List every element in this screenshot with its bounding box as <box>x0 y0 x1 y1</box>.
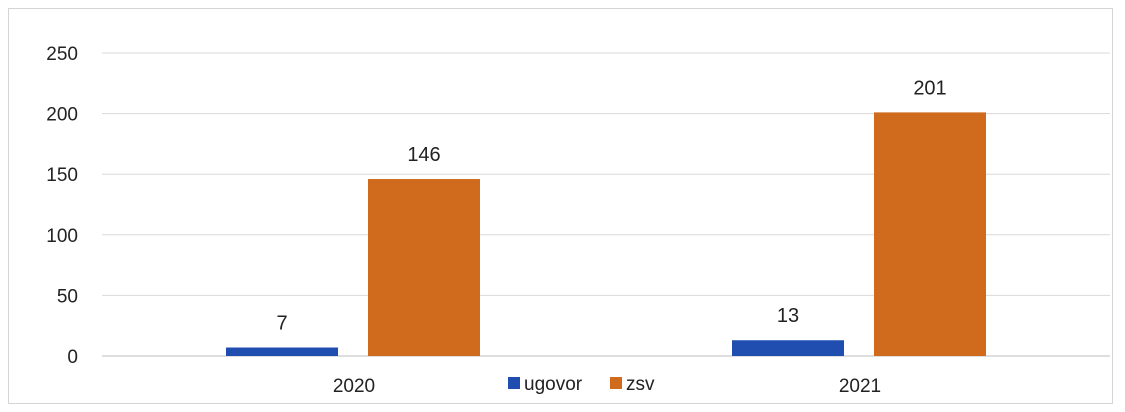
legend-swatch-ugovor <box>508 377 520 389</box>
y-tick-label: 200 <box>46 105 78 126</box>
x-tick-label: 2020 <box>333 376 375 397</box>
y-tick-label: 0 <box>67 347 78 368</box>
data-label-zsv-2020: 146 <box>407 144 440 166</box>
data-labels: 7 146 13 201 <box>276 77 946 334</box>
legend-label-ugovor: ugovor <box>524 374 583 395</box>
bar-zsv-2020 <box>368 179 480 356</box>
legend-label-zsv: zsv <box>626 374 655 395</box>
data-label-zsv-2021: 201 <box>913 77 946 99</box>
x-tick-label: 2021 <box>839 376 881 397</box>
legend: ugovor zsv <box>508 374 655 395</box>
y-axis-ticks: 0 50 100 150 200 250 <box>46 44 78 368</box>
y-tick-label: 250 <box>46 44 78 65</box>
bar-zsv-2021 <box>874 112 986 356</box>
y-tick-label: 100 <box>46 226 78 247</box>
data-label-ugovor-2021: 13 <box>777 305 799 327</box>
y-tick-label: 50 <box>57 286 78 307</box>
bars <box>226 112 986 356</box>
y-tick-label: 150 <box>46 165 78 186</box>
bar-ugovor-2020 <box>226 347 338 356</box>
bar-ugovor-2021 <box>732 340 844 356</box>
legend-swatch-zsv <box>610 377 622 389</box>
x-axis-ticks: 2020 2021 <box>333 376 881 397</box>
data-label-ugovor-2020: 7 <box>276 313 287 335</box>
